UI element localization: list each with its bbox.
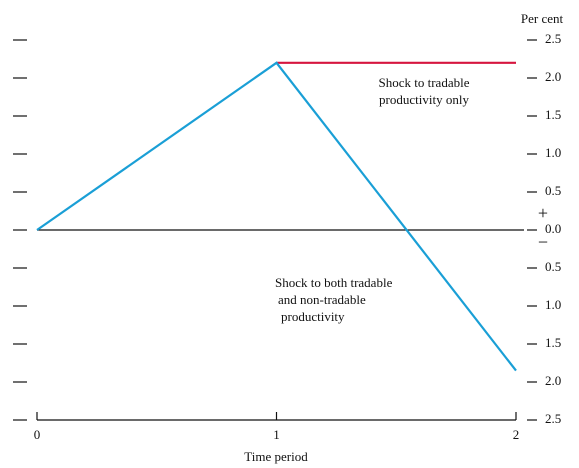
x-tick-label: 1 <box>273 427 280 442</box>
x-tick-label: 2 <box>513 427 520 442</box>
y-tick-label: 2.0 <box>545 373 561 388</box>
y-unit: Per cent <box>521 11 564 26</box>
annotation: productivity <box>281 309 345 324</box>
y-tick-label: 1.0 <box>545 145 561 160</box>
annotation: and non-tradable <box>278 292 366 307</box>
plus-sign: + <box>538 203 548 223</box>
minus-sign: − <box>538 232 548 252</box>
y-tick-label: 1.5 <box>545 335 561 350</box>
annotation: Shock to tradable <box>379 75 470 90</box>
y-tick-label: 1.0 <box>545 297 561 312</box>
y-tick-label: 0.0 <box>545 221 561 236</box>
y-tick-label: 2.0 <box>545 69 561 84</box>
x-axis-label: Time period <box>244 449 308 464</box>
y-tick-label: 2.5 <box>545 411 561 426</box>
x-tick-label: 0 <box>34 427 41 442</box>
y-tick-label: 1.5 <box>545 107 561 122</box>
y-tick-label: 2.5 <box>545 31 561 46</box>
annotation: Shock to both tradable <box>275 275 393 290</box>
y-tick-label: 0.5 <box>545 259 561 274</box>
y-tick-label: 0.5 <box>545 183 561 198</box>
annotation: productivity only <box>379 92 469 107</box>
series-line <box>36 61 517 372</box>
